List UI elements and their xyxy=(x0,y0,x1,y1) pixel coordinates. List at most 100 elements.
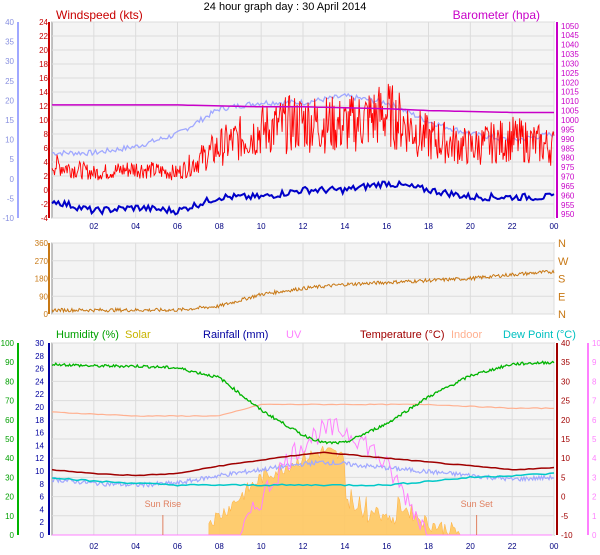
barometer-tick-label: 965 xyxy=(561,182,575,191)
uv-tick-label: 5 xyxy=(592,435,597,444)
outer-left-tick-label: 5 xyxy=(10,155,15,164)
uv-tick-label: 1 xyxy=(592,512,597,521)
windspeed-tick-label: -2 xyxy=(41,200,49,209)
panel3-series: Sun Rise Sun Set xyxy=(51,360,555,536)
x-tick-label: 18 xyxy=(424,222,433,231)
compass-label: W xyxy=(558,256,569,268)
legend-item: Humidity (%) xyxy=(56,329,119,341)
outer-left-tick-label: -10 xyxy=(2,214,14,223)
sunset-label: Sun Set xyxy=(461,499,494,509)
rain-tick-label: 16 xyxy=(35,429,44,438)
series-line-wind-average xyxy=(51,179,555,216)
rain-tick-label: 2 xyxy=(40,518,45,527)
direction-tick-label: 270 xyxy=(35,257,49,266)
barometer-tick-label: 980 xyxy=(561,154,575,163)
legend-item: Dew Point (°C) xyxy=(503,329,576,341)
barometer-tick-label: 1040 xyxy=(561,41,579,50)
series-line-windspeed xyxy=(51,83,555,181)
x-tick-label: 04 xyxy=(131,542,140,551)
direction-tick-label: 90 xyxy=(39,292,48,301)
panel2-series xyxy=(51,269,555,314)
humidity-tick-label: 0 xyxy=(10,531,15,540)
rain-tick-label: 30 xyxy=(35,339,44,348)
rain-tick-label: 28 xyxy=(35,352,44,361)
temperature-tick-label: -10 xyxy=(561,531,573,540)
windspeed-tick-label: 18 xyxy=(39,60,48,69)
barometer-tick-label: 960 xyxy=(561,191,575,200)
humidity-tick-label: 40 xyxy=(5,454,14,463)
uv-tick-label: 7 xyxy=(592,397,597,406)
direction-tick-label: 0 xyxy=(44,310,49,319)
barometer-tick-label: 985 xyxy=(561,144,575,153)
temperature-tick-label: 10 xyxy=(561,454,570,463)
series-line-barometer xyxy=(52,104,554,114)
windspeed-tick-label: 14 xyxy=(39,88,48,97)
outer-left-tick-label: 35 xyxy=(5,38,14,47)
uv-tick-label: 2 xyxy=(592,493,597,502)
chart-title: 24 hour graph day : 30 April 2014 xyxy=(204,1,367,13)
barometer-tick-label: 950 xyxy=(561,210,575,219)
panel1-grid xyxy=(52,21,555,219)
rain-tick-label: 6 xyxy=(40,493,45,502)
legend-item: Temperature (°C) xyxy=(360,329,444,341)
barometer-tick-label: 1005 xyxy=(561,107,579,116)
rain-tick-label: 24 xyxy=(35,377,44,386)
compass-label: N xyxy=(558,309,566,321)
outer-left-tick-label: -5 xyxy=(7,194,15,203)
legend-item: Solar xyxy=(125,329,151,341)
humidity-tick-label: 100 xyxy=(1,339,15,348)
windspeed-tick-label: 0 xyxy=(44,186,49,195)
uv-tick-label: 9 xyxy=(592,358,597,367)
humidity-tick-label: 60 xyxy=(5,416,14,425)
barometer-tick-label: 1035 xyxy=(561,50,579,59)
rain-tick-label: 10 xyxy=(35,467,44,476)
humidity-tick-label: 70 xyxy=(5,397,14,406)
rain-tick-label: 8 xyxy=(40,480,45,489)
compass-label: S xyxy=(558,274,565,286)
legend-item: UV xyxy=(286,329,302,341)
series-line-direction xyxy=(51,269,555,314)
x-tick-label: 14 xyxy=(340,222,349,231)
x-tick-label: 08 xyxy=(215,542,224,551)
uv-tick-label: 3 xyxy=(592,473,597,482)
uv-tick-label: 8 xyxy=(592,377,597,386)
legend-item: Indoor xyxy=(451,329,483,341)
series-line-uv xyxy=(52,417,552,536)
rain-tick-label: 22 xyxy=(35,390,44,399)
rain-tick-label: 26 xyxy=(35,365,44,374)
barometer-tick-label: 995 xyxy=(561,125,575,134)
x-tick-label: 00 xyxy=(550,542,559,551)
windspeed-tick-label: 6 xyxy=(44,144,49,153)
temperature-tick-label: 30 xyxy=(561,377,570,386)
temperature-tick-label: 25 xyxy=(561,397,570,406)
direction-tick-label: 180 xyxy=(35,275,49,284)
x-tick-label: 06 xyxy=(173,542,182,551)
outer-left-tick-label: 40 xyxy=(5,18,14,27)
series-area-solar xyxy=(208,445,461,536)
temperature-tick-label: 0 xyxy=(561,493,566,502)
outer-left-tick-label: 10 xyxy=(5,136,14,145)
outer-left-tick-label: 15 xyxy=(5,116,14,125)
rain-tick-label: 0 xyxy=(40,531,45,540)
humidity-tick-label: 90 xyxy=(5,358,14,367)
uv-tick-label: 6 xyxy=(592,416,597,425)
windspeed-tick-label: 4 xyxy=(44,158,49,167)
x-tick-label: 22 xyxy=(508,542,517,551)
rain-tick-label: 14 xyxy=(35,441,44,450)
humidity-tick-label: 80 xyxy=(5,377,14,386)
rain-tick-label: 18 xyxy=(35,416,44,425)
humidity-tick-label: 20 xyxy=(5,493,14,502)
panel2-grid xyxy=(52,242,555,315)
x-tick-label: 20 xyxy=(466,222,475,231)
rain-tick-label: 20 xyxy=(35,403,44,412)
temperature-tick-label: 20 xyxy=(561,416,570,425)
series-line-temperature xyxy=(51,451,555,477)
barometer-tick-label: 955 xyxy=(561,201,575,210)
compass-label: E xyxy=(558,291,565,303)
windspeed-tick-label: 20 xyxy=(39,46,48,55)
x-tick-label: 18 xyxy=(424,542,433,551)
x-tick-label: 10 xyxy=(257,222,266,231)
windspeed-title: Windspeed (kts) xyxy=(56,8,143,22)
